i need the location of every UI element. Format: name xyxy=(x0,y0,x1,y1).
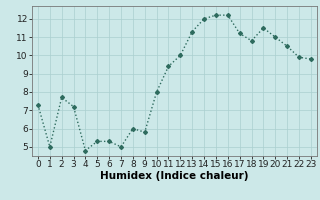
X-axis label: Humidex (Indice chaleur): Humidex (Indice chaleur) xyxy=(100,171,249,181)
